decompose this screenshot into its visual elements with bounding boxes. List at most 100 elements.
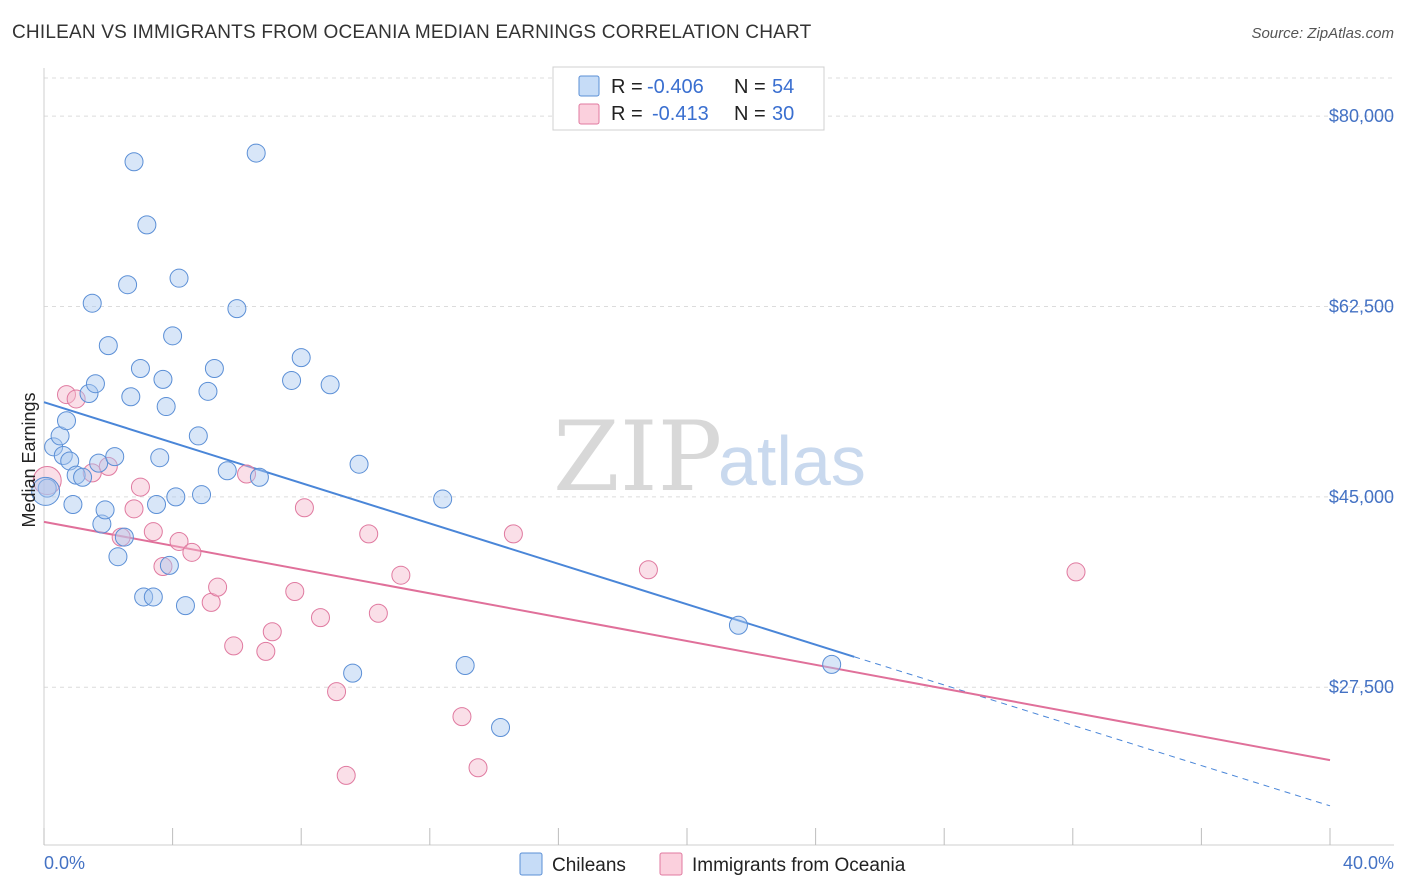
oceania-point-27 bbox=[468, 758, 488, 778]
oceania-point-26 bbox=[452, 707, 472, 727]
chilean-point-14 bbox=[95, 500, 115, 520]
chart-title: CHILEAN VS IMMIGRANTS FROM OCEANIA MEDIA… bbox=[12, 22, 812, 43]
oceania-point-23 bbox=[359, 524, 379, 544]
chilean-point-20 bbox=[121, 387, 141, 407]
oceania-point-6 bbox=[124, 499, 144, 519]
watermark-zip: ZIP bbox=[553, 401, 722, 513]
oceania-point-18 bbox=[285, 582, 305, 602]
chart-source: Source: ZipAtlas.com bbox=[1251, 25, 1394, 42]
chilean-point-46 bbox=[343, 663, 363, 683]
y-tick-label-3: $80,000 bbox=[1329, 106, 1394, 126]
chilean-point-44 bbox=[291, 348, 311, 368]
chilean-point-10 bbox=[82, 293, 102, 313]
oceania-point-19 bbox=[294, 498, 314, 518]
chilean-point-24 bbox=[137, 215, 157, 235]
chilean-point-3 bbox=[57, 411, 77, 431]
y-tick-labels: $27,500 $45,000 $62,500 $80,000 bbox=[1329, 106, 1394, 697]
trend-lines bbox=[43, 401, 1331, 807]
oceania-point-3 bbox=[82, 463, 102, 483]
chilean-point-26 bbox=[147, 494, 167, 514]
oceania-point-17 bbox=[262, 622, 282, 642]
chilean-point-52 bbox=[822, 654, 842, 674]
legend-r-label-2: R = bbox=[611, 103, 643, 125]
chilean-point-38 bbox=[204, 358, 224, 378]
chilean-point-16 bbox=[105, 447, 125, 467]
chilean-point-6 bbox=[63, 494, 83, 514]
oceania-point-16 bbox=[256, 641, 276, 661]
oceania-point-13 bbox=[208, 577, 228, 597]
y-tick-label-0: $27,500 bbox=[1329, 677, 1394, 697]
oceania-point-28 bbox=[503, 524, 523, 544]
chilean-point-49 bbox=[455, 655, 475, 675]
bottom-legend: Chileans Immigrants from Oceania bbox=[519, 852, 906, 876]
chilean-point-45 bbox=[320, 375, 340, 395]
oceania-point-8 bbox=[143, 522, 163, 542]
legend: R = -0.406 N = 54 R = -0.413 N = 30 bbox=[552, 66, 825, 131]
x-tick-label-min: 0.0% bbox=[44, 853, 85, 873]
chilean-point-21 bbox=[124, 152, 144, 172]
chilean-point-19 bbox=[118, 275, 138, 295]
legend-r-label-1: R = bbox=[611, 76, 643, 98]
trend-line-chileans-extension bbox=[854, 656, 1331, 807]
chilean-point-53 bbox=[31, 476, 61, 506]
chilean-point-11 bbox=[85, 374, 105, 394]
oceania-point-10 bbox=[169, 531, 189, 551]
chilean-point-41 bbox=[246, 143, 266, 163]
chilean-point-9 bbox=[79, 384, 99, 404]
oceania-point-0 bbox=[32, 466, 62, 496]
chilean-point-27 bbox=[150, 448, 170, 468]
y-tick-label-2: $62,500 bbox=[1329, 296, 1394, 316]
chilean-point-33 bbox=[169, 268, 189, 288]
chilean-point-0 bbox=[37, 478, 57, 498]
legend-swatch-oceania bbox=[578, 103, 600, 125]
chilean-point-34 bbox=[175, 596, 195, 616]
chilean-point-42 bbox=[249, 467, 269, 487]
oceania-point-1 bbox=[57, 385, 77, 405]
chilean-point-8 bbox=[73, 467, 93, 487]
bottom-legend-label-chileans: Chileans bbox=[552, 855, 626, 876]
bottom-legend-swatch-chileans bbox=[519, 852, 543, 876]
legend-r-value-1: -0.406 bbox=[647, 76, 704, 98]
oceania-point-20 bbox=[310, 608, 330, 628]
trend-line-chileans bbox=[43, 401, 855, 658]
legend-swatch-chileans bbox=[578, 75, 600, 97]
oceania-point-21 bbox=[327, 682, 347, 702]
oceania-point-22 bbox=[336, 765, 356, 785]
legend-n-label-2: N = bbox=[734, 103, 766, 125]
chilean-point-12 bbox=[89, 453, 109, 473]
oceania-point-30 bbox=[1066, 562, 1086, 582]
chilean-point-36 bbox=[192, 485, 212, 505]
chilean-point-18 bbox=[114, 527, 134, 547]
chilean-point-17 bbox=[108, 547, 128, 567]
legend-n-value-1: 54 bbox=[772, 76, 794, 98]
oceania-point-9 bbox=[153, 556, 173, 576]
chilean-point-31 bbox=[163, 326, 183, 346]
watermark-atlas: atlas bbox=[718, 422, 866, 500]
chilean-point-22 bbox=[130, 358, 150, 378]
chilean-point-37 bbox=[198, 381, 218, 401]
chilean-point-15 bbox=[98, 336, 118, 356]
oceania-point-14 bbox=[224, 636, 244, 656]
oceania-point-2 bbox=[66, 389, 86, 409]
chilean-point-32 bbox=[166, 487, 186, 507]
chilean-point-40 bbox=[227, 299, 247, 319]
legend-n-label-1: N = bbox=[734, 76, 766, 98]
bottom-legend-swatch-oceania bbox=[659, 852, 683, 876]
chilean-point-4 bbox=[53, 446, 73, 466]
x-tick-label-max: 40.0% bbox=[1343, 853, 1394, 873]
chilean-point-23 bbox=[134, 587, 154, 607]
chilean-point-5 bbox=[60, 451, 80, 471]
oceania-point-15 bbox=[237, 464, 257, 484]
chilean-point-30 bbox=[159, 555, 179, 575]
trend-line-oceania bbox=[43, 520, 1331, 762]
legend-r-value-2: -0.413 bbox=[652, 103, 709, 125]
chilean-point-50 bbox=[491, 718, 511, 738]
chilean-point-39 bbox=[217, 461, 237, 481]
oceania-point-25 bbox=[391, 565, 411, 585]
legend-n-value-2: 30 bbox=[772, 103, 794, 125]
chilean-point-25 bbox=[143, 587, 163, 607]
y-tick-label-1: $45,000 bbox=[1329, 487, 1394, 507]
oceania-point-24 bbox=[368, 603, 388, 623]
y-axis-label: Median Earnings bbox=[19, 392, 39, 527]
